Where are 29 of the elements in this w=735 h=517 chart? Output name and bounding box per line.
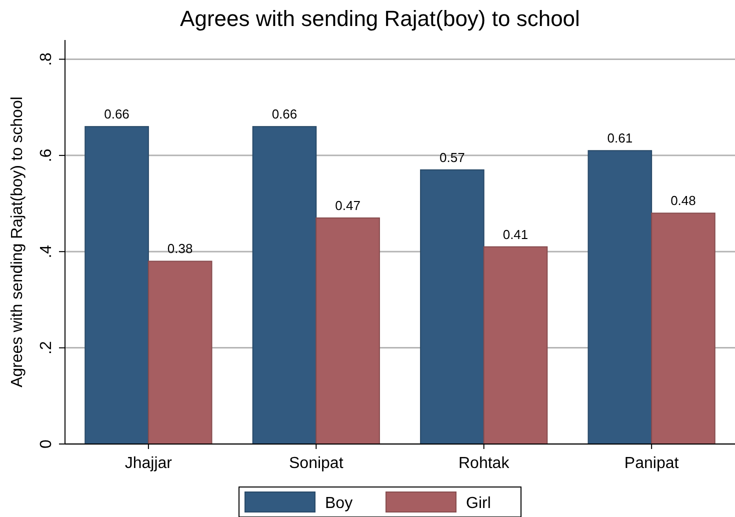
- data-label: 0.66: [272, 106, 298, 122]
- bar: [316, 217, 380, 444]
- legend-label: Boy: [325, 495, 353, 512]
- data-label: 0.41: [502, 226, 528, 242]
- x-tick-label: Rohtak: [458, 455, 510, 472]
- data-label: 0.57: [440, 150, 465, 165]
- data-label: 0.61: [607, 130, 633, 146]
- y-tick-label: 0: [38, 439, 55, 448]
- y-tick-label: .6: [38, 148, 55, 162]
- y-axis-title: Agrees with sending Rajat(boy) to school: [9, 96, 26, 388]
- bar: [588, 150, 652, 444]
- bar: [148, 260, 212, 444]
- chart-title: Agrees with sending Rajat(boy) to school: [180, 6, 580, 31]
- x-tick-label: Panipat: [624, 455, 680, 472]
- data-label: 0.66: [104, 106, 130, 122]
- bar: [651, 212, 716, 444]
- x-tick-label: Jhajjar: [124, 455, 173, 472]
- data-label: 0.38: [167, 241, 193, 256]
- legend-label: Girl: [466, 495, 491, 512]
- x-tick-label: Sonipat: [289, 455, 344, 472]
- bar: [252, 126, 317, 444]
- data-label: 0.48: [670, 193, 696, 208]
- bar: [420, 169, 484, 444]
- y-tick-label: .8: [38, 52, 55, 66]
- bar: [483, 246, 548, 444]
- y-tick-label: .4: [38, 244, 55, 258]
- data-label: 0.47: [335, 198, 360, 213]
- y-tick-label: .2: [38, 341, 55, 354]
- bar: [84, 126, 149, 444]
